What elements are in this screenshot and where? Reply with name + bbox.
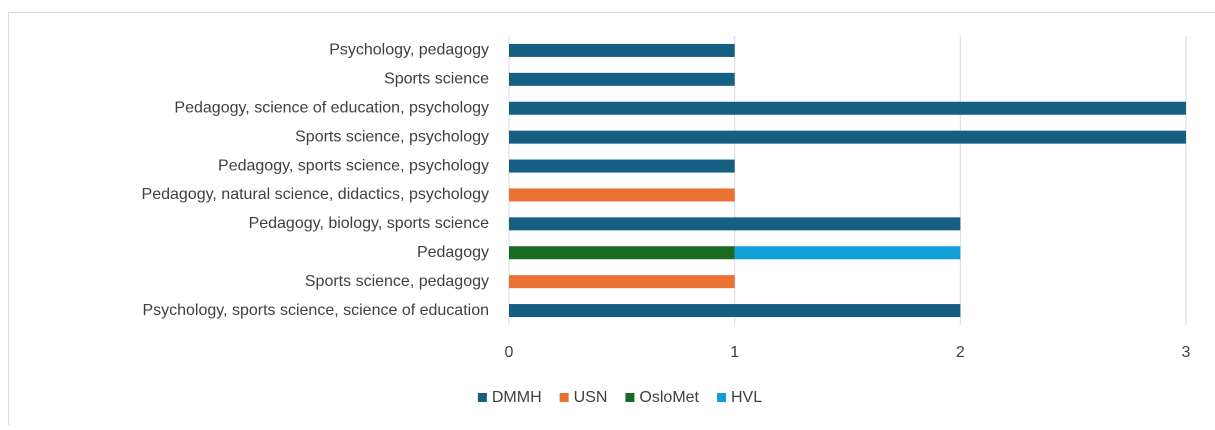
bar (509, 304, 960, 317)
bar (735, 246, 961, 259)
y-tick-label: Pedagogy, science of education, psycholo… (174, 99, 489, 116)
bar (509, 246, 735, 259)
x-tick-label: 3 (1182, 344, 1191, 361)
y-tick-label: Pedagogy, natural science, didactics, ps… (142, 186, 489, 203)
legend-swatch (478, 393, 487, 402)
legend-label: USN (574, 389, 608, 406)
bar (509, 160, 735, 173)
legend-swatch (625, 393, 634, 402)
y-tick-label: Pedagogy, sports science, psychology (218, 157, 489, 174)
y-tick-label: Psychology, sports science, science of e… (142, 302, 489, 319)
bar (509, 275, 735, 288)
legend-swatch (717, 393, 726, 402)
legend-label: OsloMet (639, 389, 699, 406)
x-tick-label: 1 (730, 344, 739, 361)
legend-label: DMMH (492, 389, 542, 406)
bar (509, 188, 735, 201)
y-tick-label: Sports science, pedagogy (305, 273, 489, 290)
legend-swatch (560, 393, 569, 402)
y-tick-label: Pedagogy, biology, sports science (249, 215, 490, 232)
y-tick-label: Sports science (384, 71, 489, 88)
y-tick-label: Psychology, pedagogy (329, 42, 489, 59)
bar (509, 44, 735, 57)
y-tick-label: Sports science, psychology (295, 128, 489, 145)
bar (509, 131, 1186, 144)
x-tick-label: 2 (956, 344, 965, 361)
bar (509, 102, 1186, 115)
y-tick-label: Pedagogy (417, 244, 489, 261)
legend-label: HVL (731, 389, 762, 406)
bar (509, 73, 735, 86)
x-tick-label: 0 (505, 344, 514, 361)
bar (509, 217, 960, 230)
